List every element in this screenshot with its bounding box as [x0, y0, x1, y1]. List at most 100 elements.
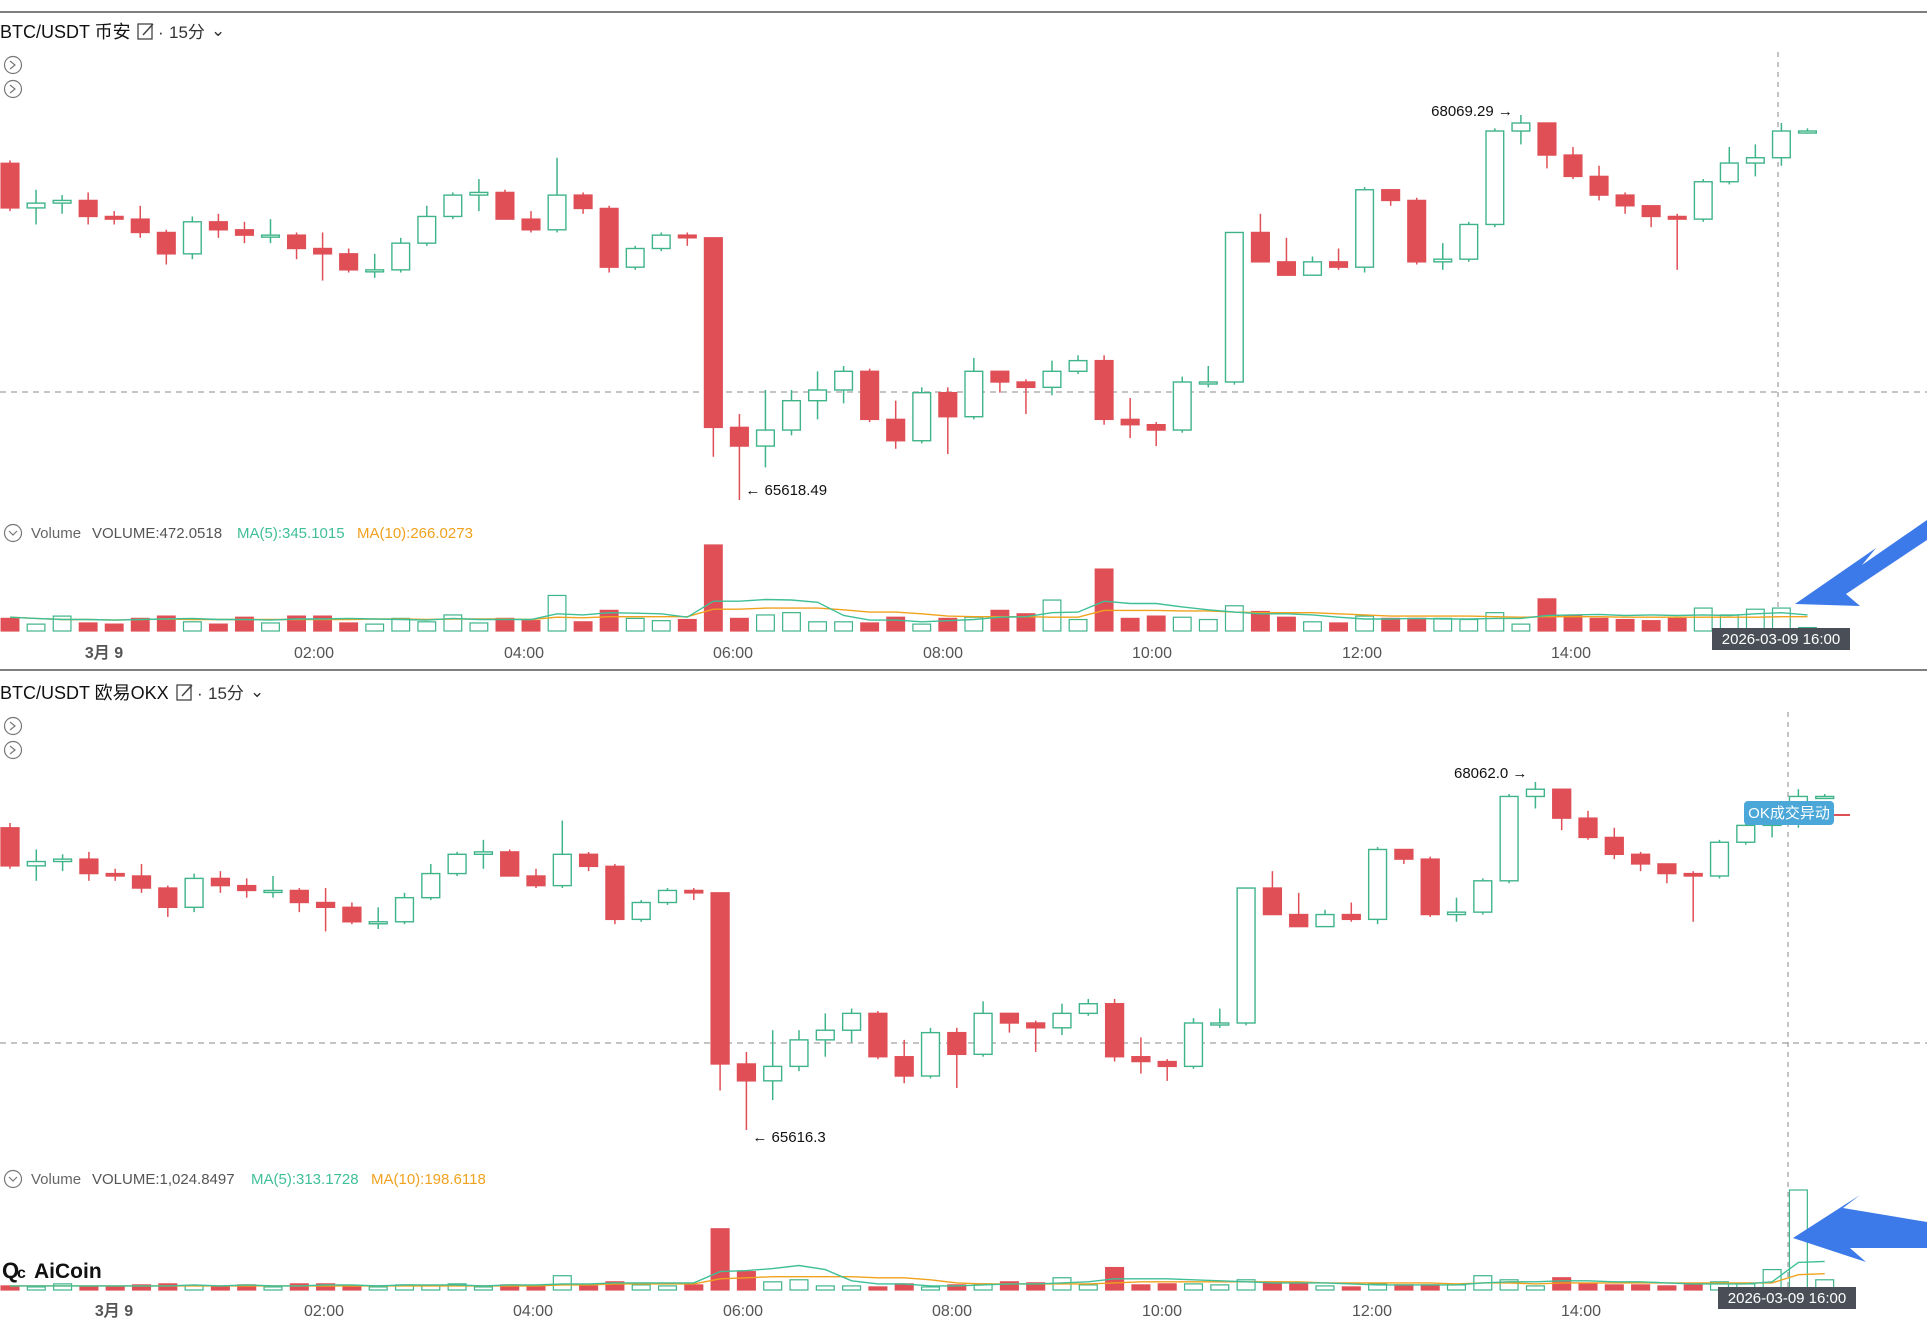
- volume-bar: [552, 1275, 572, 1291]
- candle: [79, 851, 99, 881]
- chevron-down-icon[interactable]: ⌄: [250, 682, 264, 701]
- candle: [342, 902, 362, 925]
- candle-body: [1563, 154, 1583, 178]
- volume-bar: [1329, 622, 1349, 632]
- chart-panel-1: 68069.29 → ← 65618.49 3月 9 02:00 04:00 06:00 0…: [0, 52, 1927, 662]
- expand-indicator-icon[interactable]: [3, 740, 23, 760]
- ma5-line: [9, 598, 1808, 623]
- volume-bar: [1683, 1284, 1703, 1291]
- volume-bar: [1315, 1285, 1335, 1291]
- candle-body: [552, 853, 572, 887]
- candle-body: [365, 269, 385, 273]
- candle-body: [1236, 887, 1256, 1024]
- volume-bar: [763, 1281, 783, 1291]
- interval-label[interactable]: 15分: [169, 23, 205, 42]
- candle: [1052, 1003, 1072, 1036]
- x-tick-label: 3月 9: [85, 644, 123, 662]
- candle-body: [182, 221, 202, 255]
- edit-icon[interactable]: [176, 684, 193, 701]
- candle-body: [729, 426, 749, 447]
- time-badge-bg: [1712, 628, 1850, 650]
- candle: [573, 192, 593, 214]
- volume-bar: [1641, 620, 1661, 632]
- candle-body: [973, 1012, 993, 1056]
- candle: [1381, 189, 1401, 206]
- candle-body: [1328, 261, 1349, 268]
- candle-body: [651, 234, 671, 250]
- volume-bar: [339, 622, 359, 632]
- ma10-value: MA(10):198.6118: [371, 1171, 486, 1188]
- candle: [1657, 863, 1677, 884]
- candle-body: [158, 887, 178, 909]
- svg-text:·: ·: [197, 684, 203, 703]
- volume-bar: [605, 1281, 625, 1291]
- candle-body: [1797, 130, 1818, 134]
- volume-bar: [1368, 1283, 1388, 1291]
- edit-icon[interactable]: [137, 23, 154, 40]
- candle: [1262, 871, 1283, 916]
- volume-value: VOLUME:472.0518: [92, 525, 222, 542]
- expand-indicator-icon[interactable]: [3, 79, 23, 99]
- volume-bar: [1183, 1283, 1204, 1291]
- candle: [1068, 355, 1088, 374]
- collapse-icon[interactable]: [3, 1169, 23, 1189]
- candle: [417, 205, 437, 246]
- candle-body: [105, 872, 125, 877]
- candle-body: [703, 237, 723, 429]
- volume-bar: [1236, 1279, 1256, 1291]
- candle: [104, 211, 124, 225]
- volume-bar: [842, 1285, 862, 1291]
- expand-indicator-icon[interactable]: [3, 716, 23, 736]
- candle: [755, 390, 776, 468]
- candle-body: [605, 865, 625, 921]
- candle: [599, 205, 619, 273]
- collapse-icon[interactable]: [3, 523, 23, 543]
- candle-body: [920, 1031, 941, 1077]
- chevron-down-icon[interactable]: ⌄: [211, 21, 225, 40]
- expand-indicator-icon[interactable]: [3, 55, 23, 75]
- candle-body: [130, 218, 150, 234]
- candle-body: [1511, 122, 1531, 132]
- volume-bar: [1289, 1283, 1309, 1291]
- candle-body: [1157, 1060, 1177, 1068]
- high-price-label: 68069.29 →: [1431, 103, 1513, 120]
- volume-bar: [579, 1285, 599, 1291]
- ma5-value: MA(5):313.1728: [251, 1171, 359, 1188]
- candle-body: [815, 1029, 835, 1041]
- candle-body: [473, 851, 494, 855]
- volume-bar: [990, 609, 1010, 632]
- candle: [1485, 128, 1505, 228]
- candle: [182, 216, 202, 260]
- candle: [834, 365, 854, 404]
- volume-bar: [1355, 615, 1375, 632]
- candle: [781, 390, 802, 436]
- candle: [1289, 892, 1309, 928]
- candle: [1589, 165, 1609, 201]
- x-tick-label: 12:00: [1352, 1303, 1392, 1320]
- candle: [1224, 231, 1244, 385]
- candle: [710, 892, 730, 1091]
- candle-body: [210, 877, 231, 887]
- interval-label[interactable]: 15分: [208, 684, 244, 703]
- candle: [500, 849, 520, 877]
- candle: [973, 1001, 993, 1057]
- svg-text:AiCoin: AiCoin: [34, 1260, 102, 1283]
- candle-body: [912, 391, 932, 442]
- volume-bar: [53, 1283, 73, 1291]
- candle-body: [447, 853, 467, 875]
- candle: [677, 232, 697, 246]
- candle: [1604, 827, 1624, 860]
- candle: [1771, 123, 1791, 166]
- volume-bar: [495, 617, 515, 632]
- ma10-value: MA(10):266.0273: [357, 525, 473, 542]
- volume-bar: [1693, 607, 1713, 632]
- candle: [1709, 839, 1730, 879]
- candle-body: [763, 1065, 783, 1082]
- candle: [999, 1012, 1020, 1033]
- candle: [1693, 179, 1713, 222]
- candle: [1367, 847, 1388, 925]
- volume-bar: [1407, 617, 1427, 632]
- candle-body: [1657, 863, 1677, 875]
- volume-bar: [834, 621, 854, 632]
